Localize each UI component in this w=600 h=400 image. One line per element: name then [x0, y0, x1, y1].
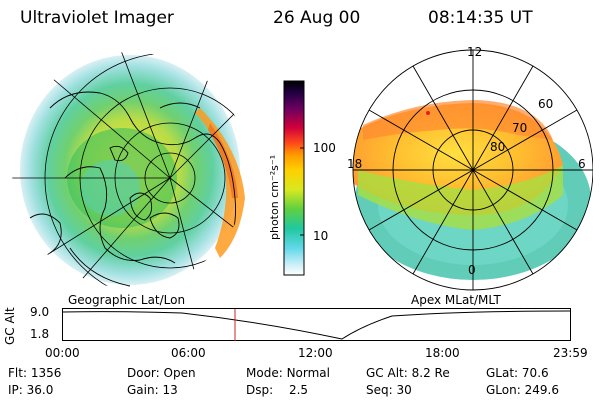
instrument-title: Ultraviolet Imager	[20, 8, 174, 28]
info-seq-value: 30	[396, 383, 412, 397]
info-gc-alt-value: 8.2 Re	[411, 366, 450, 380]
info-flt-label: Flt:	[8, 366, 27, 380]
apex-grid	[352, 49, 593, 291]
colorbar-unit-label: photon cm⁻²s⁻¹	[268, 154, 281, 240]
info-glon-label: GLon:	[486, 383, 521, 397]
altitude-xtick-1800: 18:00	[425, 346, 460, 360]
colorbar	[283, 80, 305, 276]
info-gc-alt: GC Alt: 8.2 Re	[366, 366, 450, 380]
info-door: Door: Open	[127, 366, 196, 380]
info-door-value: Open	[163, 366, 196, 380]
apex-polar-image	[352, 49, 593, 291]
geo-panel-label: Geographic Lat/Lon	[68, 293, 186, 307]
altitude-xtick-2359: 23:59	[553, 346, 588, 360]
info-glat-value: 70.6	[521, 366, 549, 380]
info-dsp: Dsp: 2.5	[246, 383, 308, 397]
info-glat: GLat: 70.6	[486, 366, 549, 380]
info-glon: GLon: 249.6	[486, 383, 559, 397]
info-ip: IP: 36.0	[8, 383, 53, 397]
colorbar-tick-100: 100	[313, 141, 336, 155]
apex-lat-60: 60	[538, 97, 554, 111]
altitude-ytick-low: 1.8	[30, 327, 50, 341]
altitude-xtick-0000: 00:00	[45, 346, 80, 360]
info-ip-label: IP:	[8, 383, 23, 397]
apex-mlt-12: 12	[467, 45, 483, 59]
info-glat-label: GLat:	[486, 366, 519, 380]
info-mode: Mode: Normal	[246, 366, 330, 380]
info-dsp-value: 2.5	[288, 383, 309, 397]
info-gain: Gain: 13	[127, 383, 178, 397]
altitude-ytick-high: 9.0	[30, 305, 50, 319]
apex-mlt-6: 6	[578, 157, 586, 171]
colorbar-tick-10: 10	[313, 229, 329, 243]
info-ip-value: 36.0	[26, 383, 54, 397]
altitude-xtick-1200: 12:00	[298, 346, 333, 360]
info-seq-label: Seq:	[366, 383, 393, 397]
info-gain-label: Gain:	[127, 383, 159, 397]
info-flt: Flt: 1356	[8, 366, 61, 380]
altitude-xtick-0600: 06:00	[171, 346, 206, 360]
info-glon-value: 249.6	[524, 383, 559, 397]
info-mode-value: Normal	[286, 366, 330, 380]
apex-lat-70: 70	[512, 121, 528, 135]
geographic-aurora-image	[12, 52, 248, 288]
altitude-ylabel: GC Alt	[3, 307, 17, 345]
info-seq: Seq: 30	[366, 383, 412, 397]
apex-mlt-18: 18	[347, 157, 363, 171]
apex-mlt-0: 0	[468, 263, 476, 277]
time-label: 08:14:35 UT	[428, 8, 533, 28]
info-door-label: Door:	[127, 366, 160, 380]
apex-lat-80: 80	[490, 140, 506, 154]
info-gc-alt-label: GC Alt:	[366, 366, 408, 380]
info-dsp-label: Dsp:	[246, 383, 274, 397]
info-mode-label: Mode:	[246, 366, 283, 380]
date-label: 26 Aug 00	[273, 8, 361, 28]
altitude-plot	[62, 308, 571, 341]
altitude-curve	[62, 310, 571, 340]
info-gain-value: 13	[162, 383, 178, 397]
apex-panel-label: Apex MLat/MLT	[411, 293, 501, 307]
info-flt-value: 1356	[30, 366, 62, 380]
